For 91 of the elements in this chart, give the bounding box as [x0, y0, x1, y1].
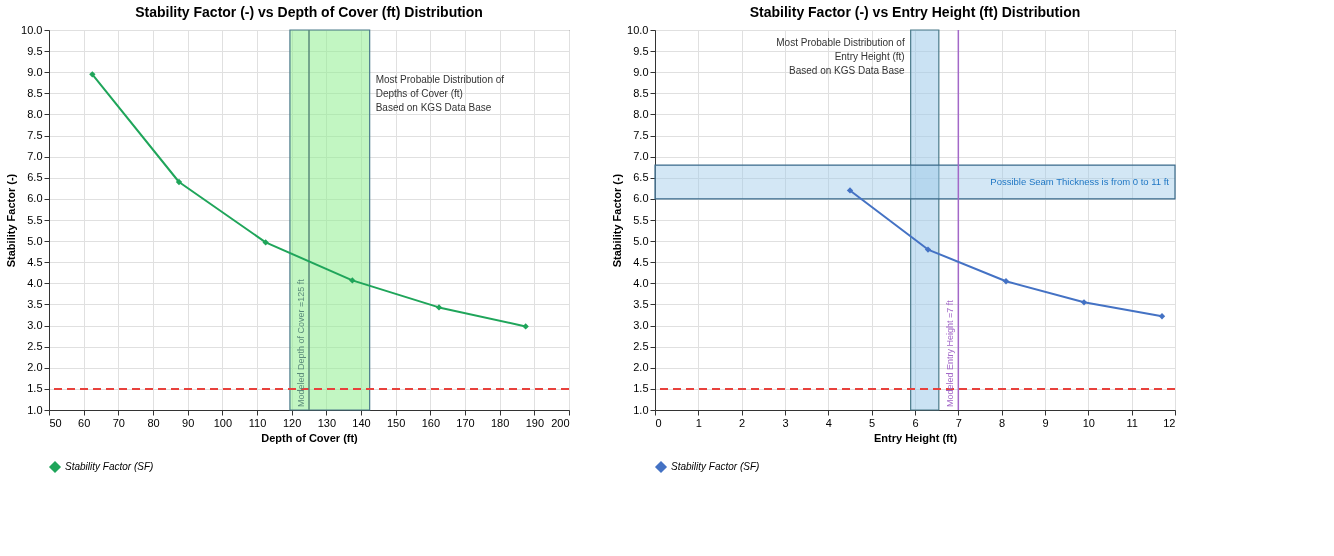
x-tick-label: 80: [147, 416, 160, 429]
chart-title: Stability Factor (-) vs Depth of Cover (ft) Distribution: [135, 4, 483, 20]
y-tick-label: 7.0: [633, 150, 649, 163]
y-tick-label: 2.0: [27, 361, 43, 374]
x-tick-label: 180: [490, 416, 510, 429]
legend-label: Stability Factor (SF): [65, 461, 154, 472]
y-axis-title: Stability Factor (-): [611, 173, 624, 268]
y-tick-label: 8.5: [27, 86, 43, 99]
x-tick-label: 140: [352, 416, 371, 429]
y-tick-label: 9.5: [27, 44, 43, 57]
y-tick-label: 8.0: [27, 107, 43, 120]
y-tick-label: 4.5: [27, 255, 43, 268]
y-tick-label: 3.0: [633, 319, 649, 332]
band-label: Most Probable Distribution of Entry Height (ft) Based on KGS Data Base: [776, 37, 906, 76]
x-tick-label: 7: [955, 416, 962, 429]
y-tick-label: 2.5: [633, 340, 649, 353]
x-tick-label: 4: [825, 416, 832, 429]
x-tick-label: 50: [49, 416, 62, 429]
x-tick-label: 90: [182, 416, 195, 429]
y-tick-label: 4.0: [27, 276, 43, 289]
x-tick-label: 190: [525, 416, 545, 429]
x-tick-label: 160: [421, 416, 441, 429]
x-tick-label: 110: [248, 416, 267, 429]
x-tick-label: 170: [456, 416, 475, 429]
y-tick-label: 7.5: [633, 129, 649, 142]
x-tick-label: 120: [282, 416, 302, 429]
y-tick-label: 6.0: [633, 192, 649, 205]
x-tick-label: 5: [869, 416, 876, 429]
y-tick-label: 10.0: [21, 23, 43, 36]
x-tick-label: 8: [999, 416, 1006, 429]
point: [1002, 278, 1010, 285]
x-tick-label: 9: [1042, 416, 1049, 429]
y-tick-label: 7.5: [27, 129, 43, 142]
y-tick-label: 6.5: [27, 171, 43, 184]
x-tick-label: 200: [551, 416, 570, 429]
x-tick-label: 10: [1082, 416, 1095, 429]
ref-line-label: Modeled Depth of Cover =125 ft: [296, 278, 306, 407]
y-tick-label: 5.0: [27, 234, 43, 247]
y-tick-label: 4.0: [633, 276, 649, 289]
y-tick-label: 9.0: [633, 65, 649, 78]
x-tick-label: 3: [782, 416, 789, 429]
y-tick-label: 6.0: [27, 192, 43, 205]
point: [262, 239, 269, 246]
y-tick-label: 2.5: [27, 340, 43, 353]
band-label: Possible Seam Thickness is from 0 to 11 ft: [990, 176, 1170, 187]
point: [1158, 313, 1166, 320]
x-tick-label: 1: [695, 416, 702, 429]
y-tick-label: 5.5: [27, 213, 43, 226]
ref-line-label: Modeled Entry Height =7 ft: [945, 299, 956, 407]
x-tick-label: 130: [317, 416, 337, 429]
y-tick-label: 4.5: [633, 255, 649, 268]
point: [175, 178, 183, 186]
x-tick-label: 0: [655, 416, 662, 429]
x-tick-label: 12: [1163, 416, 1176, 429]
x-tick-label: 2: [739, 416, 746, 429]
chart-title: Stability Factor (-) vs Entry Height (ft) Distribution: [749, 4, 1081, 20]
y-tick-label: 1.0: [27, 403, 43, 416]
point: [924, 246, 932, 253]
y-tick-label: 9.5: [633, 44, 649, 57]
y-tick-label: 5.0: [633, 234, 649, 247]
y-tick-label: 5.5: [633, 213, 649, 226]
y-tick-label: 3.5: [27, 297, 43, 310]
y-tick-label: 1.0: [633, 403, 649, 416]
x-tick-label: 100: [213, 416, 233, 429]
y-tick-label: 1.5: [633, 382, 649, 395]
x-tick-label: 70: [112, 416, 125, 429]
point: [1080, 299, 1088, 306]
y-tick-label: 6.5: [633, 171, 649, 184]
y-tick-label: 3.5: [633, 297, 649, 310]
point: [435, 304, 443, 311]
y-tick-label: 3.0: [27, 319, 43, 332]
y-tick-label: 8.0: [633, 107, 649, 120]
y-tick-label: 8.5: [633, 86, 649, 99]
y-tick-label: 7.0: [27, 150, 43, 163]
point: [349, 277, 356, 284]
x-tick-label: 6: [912, 416, 919, 429]
point: [522, 323, 529, 330]
point: [846, 187, 854, 194]
x-tick-label: 11: [1126, 416, 1138, 429]
y-tick-label: 2.0: [633, 361, 649, 374]
x-axis-title: Entry Height (ft): [873, 431, 958, 444]
x-axis-title: Depth of Cover (ft): [261, 431, 359, 444]
band-label: Most Probable Distribution of Depths of Cover (ft) Based on KGS Data Base: [375, 74, 505, 113]
x-tick-label: 150: [386, 416, 406, 429]
y-axis-title: Stability Factor (-): [5, 173, 18, 268]
y-tick-label: 1.5: [27, 382, 43, 395]
y-tick-label: 9.0: [27, 65, 43, 78]
point: [89, 71, 96, 78]
legend-label: Stability Factor (SF): [671, 461, 760, 472]
y-tick-label: 10.0: [627, 23, 649, 36]
x-tick-label: 60: [78, 416, 91, 429]
